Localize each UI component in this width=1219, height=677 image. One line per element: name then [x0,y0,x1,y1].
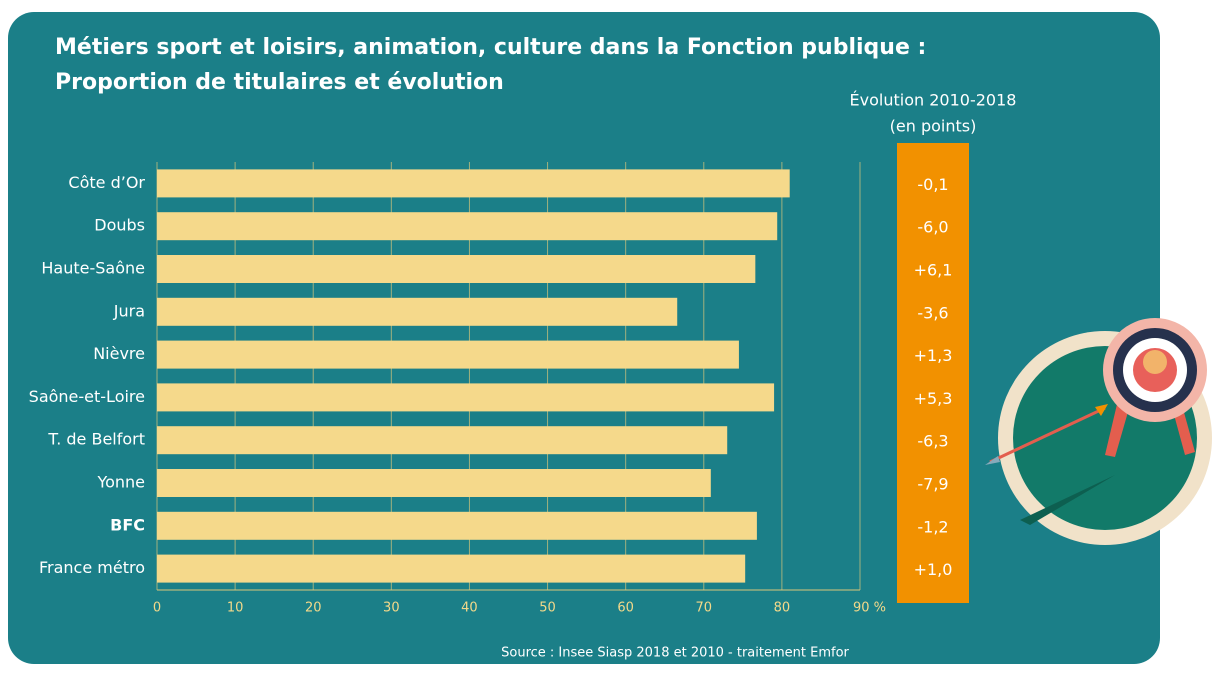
evolution-column [897,143,969,603]
evolution-label: +6,1 [914,261,953,280]
category-label: Jura [113,301,145,320]
category-label: Yonne [96,473,145,492]
source: Source : Insee Siasp 2018 et 2010 - trai… [501,646,849,661]
bar [157,554,746,583]
bar [157,511,757,540]
bar [157,469,711,497]
chart-title: Métiers sport et loisirs, animation, cul… [55,35,926,60]
bar [157,212,778,241]
x-tick-label: 90 % [853,601,886,616]
evolution-subtitle: (en points) [890,117,977,136]
evolution-label: -3,6 [917,303,948,322]
evolution-label: -6,3 [917,432,948,451]
x-tick-label: 20 [305,601,322,616]
category-label: Côte d’Or [68,173,145,192]
evolution-label: -7,9 [917,475,948,494]
x-tick-label: 50 [539,601,556,616]
x-tick-label: 40 [461,601,478,616]
category-label: T. de Belfort [47,430,145,449]
bar [157,340,739,369]
x-tick-label: 70 [696,601,713,616]
bar [157,169,790,198]
chart-subtitle: Proportion de titulaires et évolution [55,70,504,95]
evolution-label: -6,0 [917,218,948,237]
x-tick-label: 10 [227,601,244,616]
target-illustration [985,318,1212,545]
bar [157,297,678,326]
evolution-label: -0,1 [917,175,948,194]
category-label: Saône-et-Loire [29,387,145,406]
category-label: BFC [110,515,145,534]
x-tick-label: 60 [617,601,634,616]
bar [157,255,756,283]
category-label: Nièvre [93,344,145,363]
bar [157,383,775,412]
x-tick-label: 30 [383,601,400,616]
category-label: Haute-Saône [41,259,145,278]
evolution-label: +1,0 [914,560,953,579]
evolution-label: -1,2 [917,517,948,536]
evolution-title: Évolution 2010-2018 [850,91,1017,110]
evolution-label: +1,3 [914,346,953,365]
evolution-label: +5,3 [914,389,953,408]
bar [157,426,728,455]
category-label: France métro [39,558,145,577]
x-tick-label: 80 [774,601,791,616]
category-label: Doubs [94,216,145,235]
x-tick-label: 0 [153,601,161,616]
